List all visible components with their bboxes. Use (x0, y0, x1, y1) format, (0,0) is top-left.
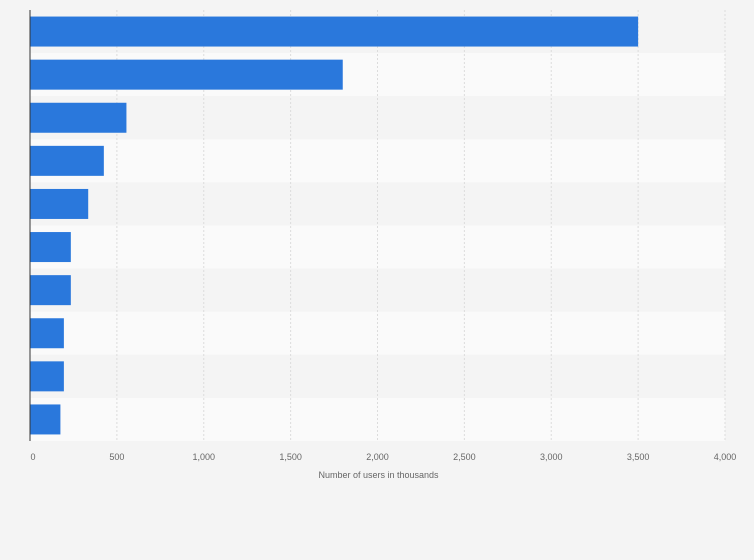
bar[interactable] (30, 102, 127, 133)
x-tick-label: 0 (30, 452, 35, 462)
x-tick-label: 1,500 (279, 452, 302, 462)
x-tick-label: 2,000 (366, 452, 389, 462)
x-tick-label: 3,000 (540, 452, 563, 462)
x-tick-label: 2,500 (453, 452, 476, 462)
bar[interactable] (30, 145, 104, 176)
bar[interactable] (30, 188, 89, 219)
x-tick-labels: 0 500 1,000 1,500 2,000 2,500 3,000 3,500 4,000 (30, 452, 736, 462)
bar[interactable] (30, 318, 64, 349)
x-tick-label: 3,500 (627, 452, 650, 462)
bar[interactable] (30, 404, 61, 435)
bar[interactable] (30, 59, 343, 90)
bar[interactable] (30, 361, 64, 392)
x-tick-label: 500 (109, 452, 124, 462)
x-axis-label: Number of users in thousands (318, 470, 439, 480)
x-tick-label: 1,000 (192, 452, 215, 462)
bar[interactable] (30, 16, 639, 47)
bar[interactable] (30, 275, 71, 306)
bars (30, 16, 639, 435)
x-tick-label: 4,000 (714, 452, 737, 462)
bar[interactable] (30, 232, 71, 263)
